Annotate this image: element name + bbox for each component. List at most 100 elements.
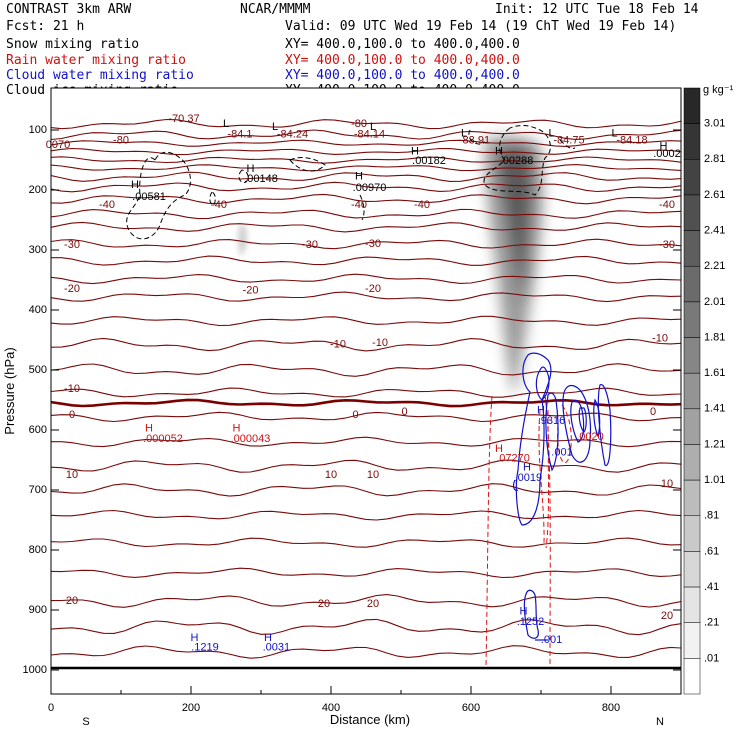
contour-label: -20 xyxy=(64,283,80,295)
colorbar-level-label: 2.21 xyxy=(704,260,725,272)
temperature-contour xyxy=(51,537,681,548)
extrema-label: L xyxy=(370,121,376,133)
temperature-contour xyxy=(51,139,681,147)
temperature-contours xyxy=(51,118,681,659)
x-tick-label: 400 xyxy=(322,702,340,714)
extrema-label: H xyxy=(131,179,139,191)
contour-label: -10 xyxy=(64,383,80,395)
contour-label: -30 xyxy=(365,238,381,250)
y-tick-label: 500 xyxy=(29,364,47,376)
colorbar: 3.01 2.81 2.61 2.41 2.21 2.01 1.81 1.61 1.41 1.21… xyxy=(683,87,725,695)
contour-label: -70.37 xyxy=(168,113,199,125)
contour-label: -20 xyxy=(243,285,259,297)
temperature-contour xyxy=(51,509,681,521)
contour-label: -30 xyxy=(659,239,675,251)
plot-background xyxy=(51,88,681,694)
temperature-contour xyxy=(51,181,681,193)
extrema-label: L xyxy=(611,128,617,140)
contour-label: -84.75 xyxy=(553,135,584,147)
contour-label: 20 xyxy=(661,610,673,622)
colorbar-unit: g kg⁻¹ xyxy=(703,84,734,96)
y-tick-label: 1000 xyxy=(23,664,47,676)
colorbar-level-label: 3.01 xyxy=(704,118,725,130)
colorbar-swatch xyxy=(683,586,701,623)
contour-label: -84.18 xyxy=(616,135,647,147)
contour-label: -40 xyxy=(659,199,675,211)
colorbar-level-label: .21 xyxy=(704,617,719,629)
x-end-label-north: N xyxy=(656,716,664,728)
extrema-label: .000043 xyxy=(231,433,271,445)
colorbar-level-label: .41 xyxy=(704,581,719,593)
extrema-label: .1219 xyxy=(191,642,219,654)
contour-label: -83.91 xyxy=(459,135,490,147)
header-center: NCAR/MMMM xyxy=(240,2,311,17)
colorbar-swatch xyxy=(683,551,701,588)
extrema-label: H xyxy=(355,171,363,183)
temperature-contour xyxy=(51,618,681,636)
temperature-contour xyxy=(51,273,681,285)
extrema-label: H xyxy=(660,141,668,153)
field-cloud-water-xy: XY= 400.0,100.0 to 400.0,400.0 xyxy=(285,68,520,83)
y-tick-label: 900 xyxy=(29,604,47,616)
cloud-ice-contours xyxy=(126,125,576,240)
field-rain-label: Rain water mixing ratio xyxy=(6,53,186,68)
temperature-contour xyxy=(51,459,681,473)
extrema-label: .00288 xyxy=(500,155,534,167)
extrema-label: L xyxy=(548,128,554,140)
contour-label: -10 xyxy=(652,333,668,345)
colorbar-swatch xyxy=(683,372,701,410)
y-tick-label: 800 xyxy=(29,544,47,556)
colorbar-level-label: 1.41 xyxy=(704,403,725,415)
contour-label: 10 xyxy=(367,469,379,481)
contour-label: 10 xyxy=(661,478,673,490)
contour-label: -30 xyxy=(302,239,318,251)
temperature-contour xyxy=(51,255,681,266)
extrema-label: .00581 xyxy=(132,191,166,203)
contour-label: -40 xyxy=(211,199,227,211)
temperature-contour xyxy=(51,291,681,303)
header-fcst: Fcst: 21 h xyxy=(6,19,84,34)
x-tick-label: 0 xyxy=(48,702,54,714)
extrema-label: H xyxy=(495,443,503,455)
contour-label: -40 xyxy=(99,199,115,211)
contour-label: 0070 xyxy=(46,139,70,151)
extrema-label: .0019 xyxy=(515,472,543,484)
extrema-label: .07270 xyxy=(496,453,530,465)
header-init: Init: 12 UTC Tue 18 Feb 14 xyxy=(495,2,699,17)
colorbar-swatch xyxy=(683,230,701,267)
extrema-label: .001 xyxy=(551,447,572,459)
extrema-label: H xyxy=(233,423,241,435)
colorbar-level-label: 2.41 xyxy=(704,224,725,236)
extrema-label: L xyxy=(272,121,278,133)
x-tick-label: 800 xyxy=(602,702,620,714)
extrema-label: H xyxy=(411,146,419,158)
colorbar-level-label: 1.61 xyxy=(704,367,725,379)
extrema-label: .00182 xyxy=(412,155,446,167)
y-tick-label: 200 xyxy=(29,184,47,196)
contour-label: -84.14 xyxy=(354,129,385,141)
contour-labels: -70.37 -80 -80 -84.1 -84.24 -84.14 -83.91 -84.7… xyxy=(46,113,675,622)
contour-label: -40 xyxy=(414,199,430,211)
contour-label: 10 xyxy=(325,469,337,481)
extrema-label: H xyxy=(264,632,272,644)
colorbar-swatch xyxy=(683,479,701,517)
colorbar-swatch xyxy=(683,408,701,445)
colorbar-swatch xyxy=(683,123,701,160)
temperature-contour xyxy=(51,221,681,233)
temperature-contour xyxy=(51,387,681,398)
y-tick-label: 700 xyxy=(29,484,47,496)
contour-label: -10 xyxy=(372,337,388,349)
x-axis-label: Distance (km) xyxy=(330,712,410,727)
temperature-contour xyxy=(51,129,681,141)
contour-label: 0 xyxy=(352,409,358,421)
contour-label: -80 xyxy=(351,118,367,130)
temperature-contour xyxy=(51,171,681,182)
colorbar-level-label: .01 xyxy=(704,652,719,664)
temperature-contour xyxy=(51,594,681,608)
colorbar-level-label: 1.01 xyxy=(704,474,725,486)
contour-label: 0 xyxy=(69,409,75,421)
colorbar-level-label: 2.01 xyxy=(704,296,725,308)
colorbar-swatch xyxy=(683,444,701,481)
